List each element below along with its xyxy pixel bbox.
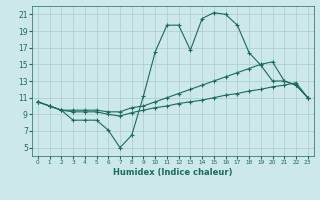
- X-axis label: Humidex (Indice chaleur): Humidex (Indice chaleur): [113, 168, 233, 177]
